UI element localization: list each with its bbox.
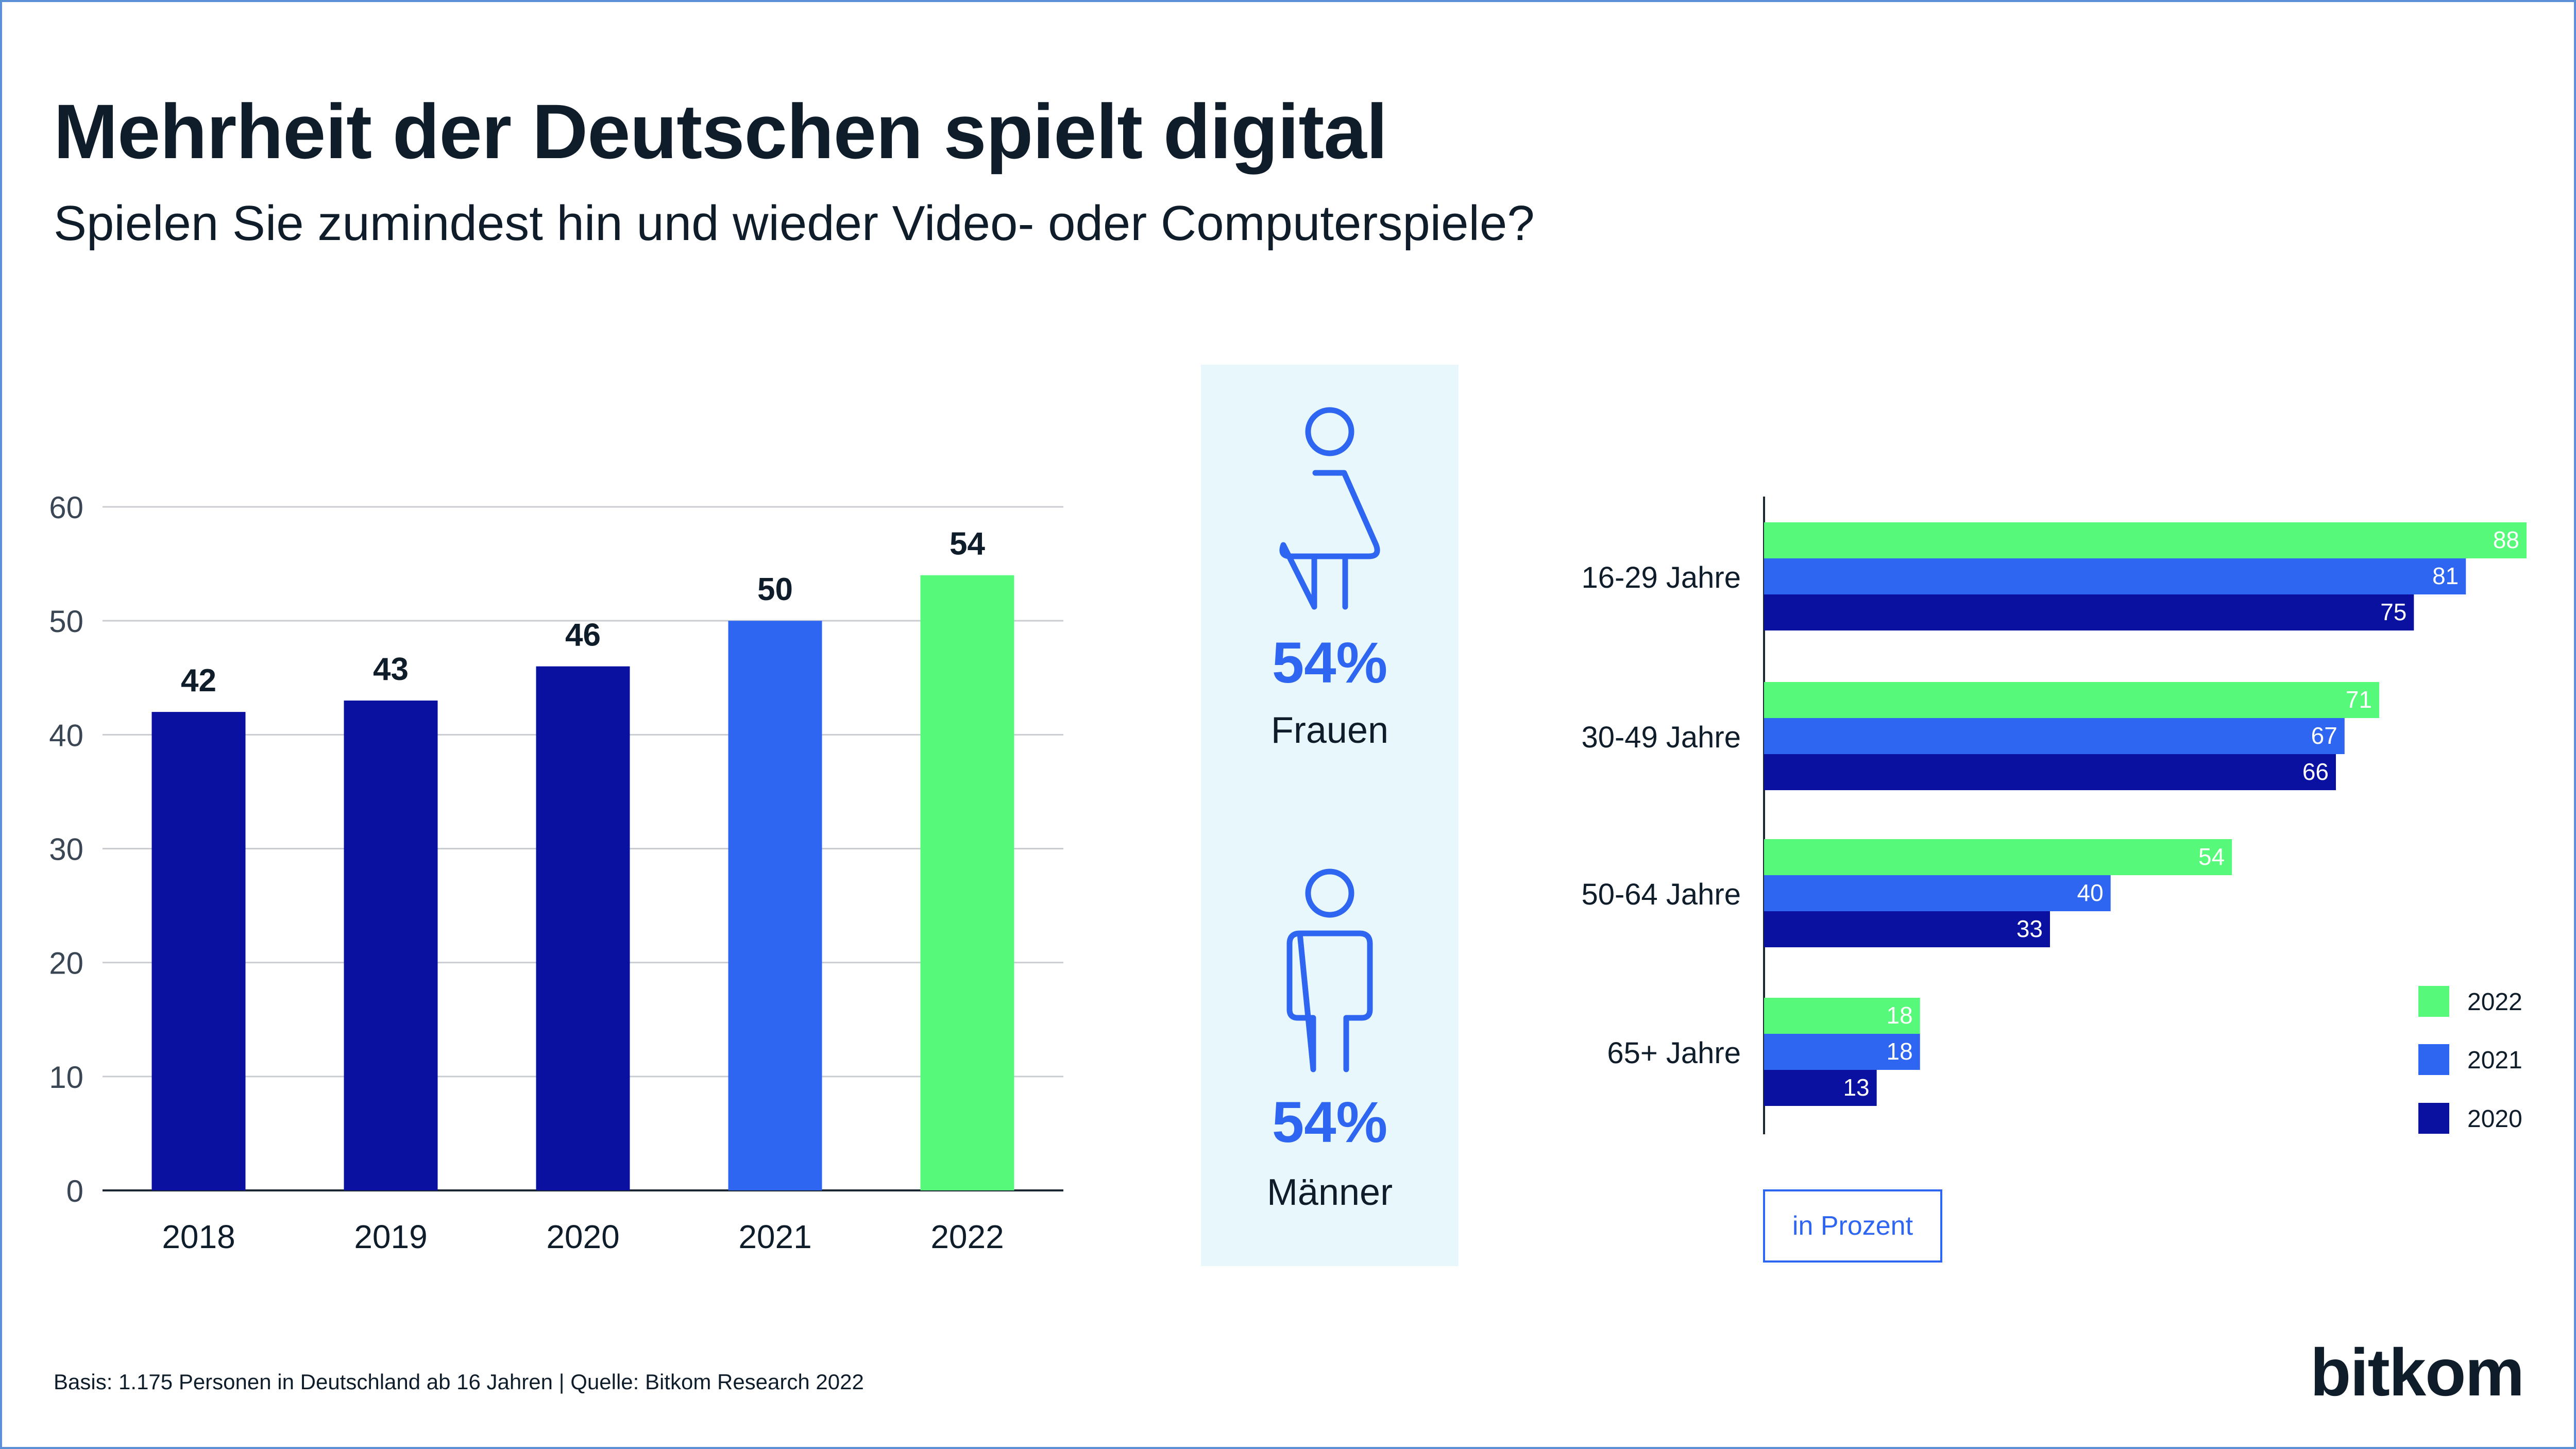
y-tick-label: 0 <box>66 1174 83 1208</box>
bar <box>536 666 630 1190</box>
bar-value-label: 46 <box>565 618 601 653</box>
x-tick-label: 2022 <box>930 1218 1004 1255</box>
bar <box>728 621 822 1190</box>
page-title: Mehrheit der Deutschen spielt digital <box>54 88 1387 175</box>
bar <box>1764 911 2050 947</box>
bar-value-label: 54 <box>2198 843 2225 870</box>
bar <box>1764 875 2111 911</box>
y-tick-label: 40 <box>49 718 83 753</box>
y-tick-label: 20 <box>49 946 83 981</box>
bar-value-label: 75 <box>2380 599 2406 625</box>
bar <box>1764 558 2466 594</box>
bar <box>1764 754 2336 790</box>
bar <box>1764 718 2345 754</box>
bar-value-label: 18 <box>1887 1002 1913 1029</box>
unit-label: in Prozent <box>1763 1189 1942 1263</box>
bar-value-label: 67 <box>2311 722 2337 749</box>
bar-value-label: 43 <box>373 652 409 687</box>
gender-panel <box>1201 365 1459 1266</box>
legend-label: 2022 <box>2467 988 2522 1016</box>
x-tick-label: 2018 <box>162 1218 235 1255</box>
x-tick-label: 2019 <box>354 1218 427 1255</box>
y-category-label: 65+ Jahre <box>1607 1036 1741 1070</box>
bar-value-label: 42 <box>181 663 216 698</box>
bar <box>1764 1034 1920 1070</box>
page-subtitle: Spielen Sie zumindest hin und wieder Vid… <box>54 196 1535 251</box>
bar-value-label: 18 <box>1887 1038 1913 1065</box>
men-percent: 54% <box>1272 1090 1388 1154</box>
bar-value-label: 81 <box>2432 562 2459 589</box>
bar <box>1764 594 2414 630</box>
y-tick-label: 30 <box>49 832 83 867</box>
men-label: Männer <box>1266 1172 1393 1213</box>
y-category-label: 30-49 Jahre <box>1581 721 1741 754</box>
bar <box>1764 998 1920 1034</box>
bar-value-label: 50 <box>757 572 793 607</box>
footnote: Basis: 1.175 Personen in Deutschland ab … <box>54 1370 864 1394</box>
bar <box>1764 522 2527 558</box>
x-tick-label: 2021 <box>738 1218 811 1255</box>
bar-value-label: 33 <box>2016 915 2043 942</box>
legend-swatch <box>2418 1044 2449 1075</box>
legend-label: 2020 <box>2467 1105 2522 1133</box>
female-person-icon <box>1279 407 1380 610</box>
bar <box>1764 839 2232 875</box>
gender-panel-background <box>1201 365 1459 1266</box>
bar <box>920 575 1014 1190</box>
legend-swatch <box>2418 1103 2449 1134</box>
bar <box>1764 682 2380 718</box>
y-tick-label: 50 <box>49 604 83 639</box>
bar <box>1764 1070 1877 1106</box>
bar <box>151 712 246 1190</box>
bar-value-label: 71 <box>2346 686 2372 713</box>
male-person-icon <box>1286 868 1373 1072</box>
y-category-label: 50-64 Jahre <box>1581 878 1741 911</box>
x-tick-label: 2020 <box>546 1218 619 1255</box>
bar-value-label: 54 <box>950 526 985 562</box>
legend-label: 2021 <box>2467 1047 2522 1074</box>
y-tick-label: 60 <box>49 490 83 525</box>
bitkom-logo: bitkom <box>2310 1335 2524 1410</box>
bar <box>344 700 438 1190</box>
bar-value-label: 66 <box>2302 758 2329 785</box>
y-category-label: 16-29 Jahre <box>1581 561 1741 594</box>
bar-value-label: 88 <box>2493 526 2519 553</box>
y-tick-label: 10 <box>49 1060 83 1095</box>
bar-value-label: 13 <box>1843 1074 1869 1101</box>
bar-value-label: 40 <box>2077 879 2104 906</box>
women-percent: 54% <box>1272 630 1388 695</box>
women-label: Frauen <box>1270 710 1389 751</box>
legend-swatch <box>2418 986 2449 1017</box>
bar-chart-by-year: 0 10 20 30 40 50 60 42 2018 43 2019 46 2020 50 2021 54 2… <box>49 490 1063 1255</box>
bar-chart-by-age: 88 81 75 16-29 Jahre 71 67 66 30-49 Jahre 54 40 33… <box>1581 497 2527 1134</box>
